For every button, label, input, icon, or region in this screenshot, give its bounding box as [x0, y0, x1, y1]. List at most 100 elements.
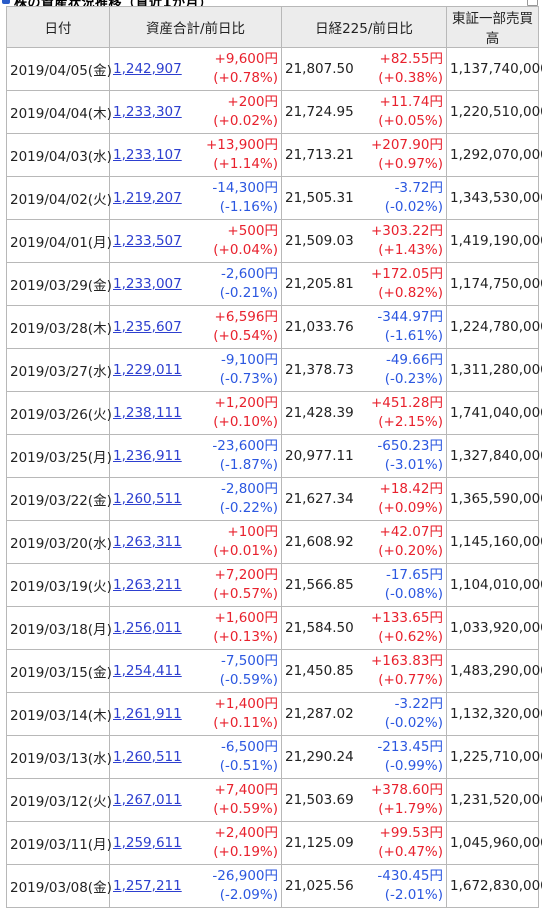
date-cell: 2019/03/26(火) — [6, 391, 112, 435]
asset-total-link[interactable]: 1,219,207 — [113, 190, 182, 206]
nikkei-cell: 21,584.50 +133.65円 (+0.62%) — [281, 606, 447, 650]
asset-total-link[interactable]: 1,257,211 — [113, 878, 182, 894]
nikkei-value: 21,428.39 — [285, 405, 354, 421]
asset-change-percent: (+0.02%) — [213, 113, 278, 129]
nikkei-change-amount: +18.42円 — [379, 481, 443, 497]
asset-total-link[interactable]: 1,260,511 — [113, 491, 182, 507]
asset-change-percent: (+0.59%) — [213, 801, 278, 817]
table-row: 2019/04/05(金) 1,242,907 +9,600円 (+0.78%) 21,… — [6, 47, 542, 91]
asset-total-link[interactable]: 1,233,507 — [113, 233, 182, 249]
nikkei-change-percent: (-2.01%) — [384, 887, 443, 903]
nikkei-change-percent: (+1.43%) — [378, 242, 443, 258]
nikkei-change-amount: -213.45円 — [377, 739, 443, 755]
assets-cell: 1,260,511 -6,500円 (-0.51%) — [109, 735, 282, 779]
asset-total-link[interactable]: 1,229,011 — [113, 362, 182, 378]
assets-cell: 1,233,107 +13,900円 (+1.14%) — [109, 133, 282, 177]
table-row: 2019/03/08(金) 1,257,211 -26,900円 (-2.09%) 21… — [6, 864, 542, 908]
table-row: 2019/03/29(金) 1,233,007 -2,600円 (-0.21%) 21,… — [6, 262, 542, 306]
assets-cell: 1,236,911 -23,600円 (-1.87%) — [109, 434, 282, 478]
asset-total-link[interactable]: 1,233,307 — [113, 104, 182, 120]
nikkei-cell: 20,977.11 -650.23円 (-3.01%) — [281, 434, 447, 478]
asset-change-amount: +500円 — [227, 223, 278, 239]
asset-total-link[interactable]: 1,233,107 — [113, 147, 182, 163]
volume-value: 1,672,830,000 — [450, 878, 542, 894]
table-row: 2019/03/20(水) 1,263,311 +100円 (+0.01%) 21,60… — [6, 520, 542, 564]
asset-change-percent: (-1.87%) — [219, 457, 278, 473]
asset-change: +100円 (+0.01%) — [213, 523, 278, 561]
nikkei-cell: 21,290.24 -213.45円 (-0.99%) — [281, 735, 447, 779]
column-header-nikkei: 日経225/前日比 — [281, 6, 447, 48]
nikkei-change: -17.65円 (-0.08%) — [385, 566, 443, 604]
asset-total-link[interactable]: 1,238,111 — [113, 405, 182, 421]
table-row: 2019/03/25(月) 1,236,911 -23,600円 (-1.87%) 20… — [6, 434, 542, 478]
date-cell: 2019/03/25(月) — [6, 434, 112, 478]
nikkei-value: 21,125.09 — [285, 835, 354, 851]
expand-icon[interactable] — [527, 0, 538, 6]
asset-total-link[interactable]: 1,261,911 — [113, 706, 182, 722]
asset-history-table: 日付 資産合計/前日比 日経225/前日比 東証一部売買高 2019/04/05… — [6, 6, 542, 908]
nikkei-change: +303.22円 (+1.43%) — [371, 222, 443, 260]
asset-change: +1,200円 (+0.10%) — [213, 394, 278, 432]
volume-value: 1,220,510,000 — [450, 104, 542, 120]
assets-cell: 1,233,007 -2,600円 (-0.21%) — [109, 262, 282, 306]
asset-change-amount: +13,900円 — [205, 137, 278, 153]
asset-change-amount: -6,500円 — [220, 739, 278, 755]
asset-total-link[interactable]: 1,254,411 — [113, 663, 182, 679]
asset-change: +13,900円 (+1.14%) — [206, 136, 278, 174]
nikkei-change-amount: -3.72円 — [394, 180, 443, 196]
asset-total-link[interactable]: 1,242,907 — [113, 61, 182, 77]
nikkei-cell: 21,509.03 +303.22円 (+1.43%) — [281, 219, 447, 263]
asset-change-percent: (-2.09%) — [219, 887, 278, 903]
volume-value: 1,145,160,000 — [450, 534, 542, 550]
asset-change-amount: +7,200円 — [214, 567, 278, 583]
nikkei-change-percent: (+0.38%) — [378, 70, 443, 86]
volume-cell: 1,174,750,000 — [446, 262, 542, 306]
volume-value: 1,311,280,000 — [450, 362, 542, 378]
volume-value: 1,174,750,000 — [450, 276, 542, 292]
asset-total-link[interactable]: 1,259,611 — [113, 835, 182, 851]
table-row: 2019/03/28(木) 1,235,607 +6,596円 (+0.54%) 21,… — [6, 305, 542, 349]
asset-change: -23,600円 (-1.87%) — [212, 437, 278, 475]
nikkei-change: +451.28円 (+2.15%) — [371, 394, 443, 432]
asset-change: -6,500円 (-0.51%) — [220, 738, 278, 776]
asset-total-link[interactable]: 1,263,211 — [113, 577, 182, 593]
asset-change-amount: -2,600円 — [220, 266, 278, 282]
asset-change-amount: +7,400円 — [214, 782, 278, 798]
asset-change-amount: -23,600円 — [212, 438, 278, 454]
asset-total-link[interactable]: 1,236,911 — [113, 448, 182, 464]
date-value: 2019/03/27(水) — [10, 364, 112, 380]
asset-total-link[interactable]: 1,263,311 — [113, 534, 182, 550]
nikkei-value: 21,378.73 — [285, 362, 354, 378]
asset-change: -2,600円 (-0.21%) — [220, 265, 278, 303]
nikkei-change: -344.97円 (-1.61%) — [377, 308, 443, 346]
nikkei-change-percent: (-0.08%) — [384, 586, 443, 602]
asset-total-link[interactable]: 1,233,007 — [113, 276, 182, 292]
date-value: 2019/03/28(木) — [10, 321, 112, 337]
date-value: 2019/04/02(火) — [10, 192, 112, 208]
asset-change-percent: (-0.59%) — [219, 672, 278, 688]
volume-value: 1,327,840,000 — [450, 448, 542, 464]
asset-total-link[interactable]: 1,235,607 — [113, 319, 182, 335]
asset-total-link[interactable]: 1,267,011 — [113, 792, 182, 808]
date-value: 2019/03/29(金) — [10, 278, 112, 294]
nikkei-change: -3.72円 (-0.02%) — [385, 179, 443, 217]
asset-change: +9,600円 (+0.78%) — [213, 50, 278, 88]
asset-total-link[interactable]: 1,256,011 — [113, 620, 182, 636]
date-cell: 2019/03/28(木) — [6, 305, 112, 349]
nikkei-change: +172.05円 (+0.82%) — [371, 265, 443, 303]
table-row: 2019/03/19(火) 1,263,211 +7,200円 (+0.57%) 21,… — [6, 563, 542, 607]
asset-change-amount: +100円 — [227, 524, 278, 540]
table-row: 2019/03/22(金) 1,260,511 -2,800円 (-0.22%) 21,… — [6, 477, 542, 521]
table-row: 2019/04/03(水) 1,233,107 +13,900円 (+1.14%) 21… — [6, 133, 542, 177]
date-cell: 2019/03/27(水) — [6, 348, 112, 392]
assets-cell: 1,261,911 +1,400円 (+0.11%) — [109, 692, 282, 736]
nikkei-value: 21,724.95 — [285, 104, 354, 120]
asset-total-link[interactable]: 1,260,511 — [113, 749, 182, 765]
nikkei-cell: 21,505.31 -3.72円 (-0.02%) — [281, 176, 447, 220]
table-row: 2019/03/12(火) 1,267,011 +7,400円 (+0.59%) 21,… — [6, 778, 542, 822]
table-row: 2019/03/15(金) 1,254,411 -7,500円 (-0.59%) 21,… — [6, 649, 542, 693]
volume-value: 1,483,290,000 — [450, 663, 542, 679]
volume-cell: 1,365,590,000 — [446, 477, 542, 521]
date-value: 2019/03/26(火) — [10, 407, 112, 423]
assets-cell: 1,238,111 +1,200円 (+0.10%) — [109, 391, 282, 435]
